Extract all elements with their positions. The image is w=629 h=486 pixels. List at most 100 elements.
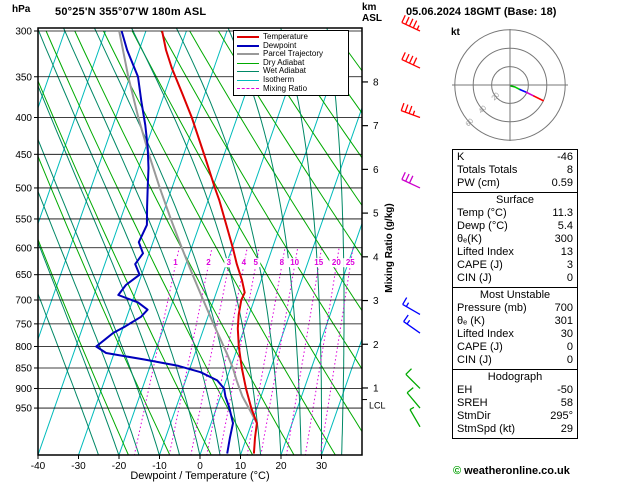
info-section-hodograph: Hodograph EH -50 SREH 58 StmDir 295° StmSpd (kt… [452, 369, 578, 439]
info-row-value: 0.59 [551, 177, 573, 189]
info-section-title: Surface [496, 194, 534, 206]
wind-barb [402, 297, 421, 316]
pressure-tick-label: 850 [15, 363, 32, 374]
mixing-ratio-label-chip [224, 258, 234, 268]
mixing-ratio-label: 20 [332, 258, 341, 267]
hodograph-ring-label: 40 [478, 105, 489, 116]
info-row: PW (cm) 0.59 [453, 177, 577, 190]
info-row-label: EH [457, 384, 473, 396]
mixing-ratio-line [206, 247, 248, 455]
wet-adiabat-line [227, 28, 302, 455]
temperature-curve [161, 30, 258, 454]
legend-item: Dry Adiabat [237, 58, 345, 68]
info-row-label: CIN (J) [457, 272, 492, 284]
info-row: Lifted Index 13 [453, 246, 577, 259]
info-row-value: 0 [566, 341, 573, 353]
wind-barb-column [400, 15, 421, 428]
mixing-ratio-label-chip [311, 258, 326, 268]
info-row-label: CAPE (J) [457, 259, 503, 271]
info-row-label: StmDir [457, 410, 491, 422]
km-tick-label: 1 [373, 383, 379, 394]
dewpoint-curve [95, 30, 234, 454]
mixing-ratio-label-chip [239, 258, 249, 268]
legend-item: Wet Adiabat [237, 67, 345, 76]
pressure-tick-label: 550 [15, 214, 32, 225]
mixing-ratio-line [168, 247, 213, 455]
legend-swatch-temperature [237, 36, 259, 39]
wet-adiabat-line [38, 138, 160, 455]
pressure-tick-label: 600 [15, 243, 32, 254]
mixing-ratio-line [285, 247, 323, 455]
pressure-axis: 300 350 400 450 500 550 600 650 700 750 800 850 900 9… [15, 26, 38, 415]
km-tick-label: 3 [373, 296, 379, 307]
info-row: Lifted Index 30 [453, 328, 577, 341]
info-section-title: Hodograph [487, 371, 543, 383]
x-axis-title: Dewpoint / Temperature (°C) [130, 470, 270, 482]
info-row-label: Pressure (mb) [457, 302, 527, 314]
dry-adiabat-line [189, 30, 362, 312]
mixing-ratio-label: 15 [314, 258, 323, 267]
mixing-ratio-label: 8 [280, 258, 285, 267]
info-row: θₑ(K) 300 [453, 233, 577, 246]
indices-panel: K -46 Totals Totals 8 PW (cm) 0.59 Surface Temp… [452, 149, 578, 439]
km-tick-label: 5 [373, 209, 379, 220]
info-row: Pressure (mb) 700 [453, 302, 577, 315]
legend-item: Parcel Trajectory [237, 50, 345, 59]
info-row-value: -46 [557, 151, 573, 163]
pressure-tick-label: 400 [15, 113, 32, 124]
km-tick-label: 4 [373, 252, 379, 263]
wet-adiabat-line [38, 28, 201, 455]
info-row: Totals Totals 8 [453, 164, 577, 177]
legend-swatch-parcel-trajectory [237, 53, 259, 56]
temp-tick-label: -10 [152, 461, 167, 472]
dry-adiabat-line [275, 30, 362, 159]
hodograph-unit-label: kt [451, 27, 460, 38]
wind-barb [409, 406, 421, 428]
km-tick-label: 2 [373, 340, 379, 351]
info-row-value: 11.3 [552, 207, 573, 219]
isotherm-line [38, 30, 187, 455]
info-row: CAPE (J) 3 [453, 259, 577, 272]
mixing-ratio-label: 3 [227, 258, 232, 267]
sounding-curves [95, 30, 258, 454]
mixing-ratio-label-chip [277, 258, 287, 268]
pressure-tick-label: 500 [15, 183, 32, 194]
info-row: θₑ (K) 301 [453, 315, 577, 328]
temp-tick-label: 10 [235, 461, 247, 472]
info-row-value: 0 [566, 354, 573, 366]
wind-barb [401, 52, 421, 69]
isotherm-line [239, 106, 362, 455]
pressure-tick-label: 900 [15, 384, 32, 395]
temperature-axis: -40 -30 -20 -10 0 10 20 30 [31, 455, 327, 472]
info-row-value: 30 [560, 328, 573, 340]
hodograph-trace-segment [533, 95, 544, 102]
hodograph-ring-label: 60 [465, 118, 476, 129]
legend-label: Temperature [263, 32, 308, 41]
info-section-surface: Surface Temp (°C) 11.3 Dewp (°C) 5.4 θₑ(K) 300… [452, 192, 578, 288]
mixing-ratio-label: 4 [242, 258, 247, 267]
info-section-title: Most Unstable [479, 289, 551, 301]
info-row-label: StmSpd (kt) [457, 423, 516, 435]
isotherm-line [38, 30, 66, 110]
legend-label: Dewpoint [263, 40, 297, 50]
mixing-ratio-label-chip [329, 258, 344, 268]
wet-adiabat-line [38, 190, 140, 455]
pressure-axis-unit: hPa [12, 4, 31, 15]
mixing-ratio-label-chip [170, 258, 180, 268]
pressure-tick-label: 950 [15, 404, 32, 415]
legend-item: Dewpoint [237, 40, 345, 51]
info-row-value: 295° [550, 410, 573, 422]
wet-adiabat-line [175, 28, 282, 455]
mixing-ratio-label: 5 [254, 258, 259, 267]
info-row-value: 300 [554, 233, 573, 245]
mixing-ratio-label: 25 [346, 258, 355, 267]
info-section-most-unstable: Most Unstable Pressure (mb) 700 θₑ (K) 301 Li… [452, 287, 578, 370]
copyright-icon: © [453, 465, 462, 477]
hodograph-ring-label: 20 [491, 92, 502, 103]
km-tick-label: 7 [373, 121, 379, 132]
info-row-value: 8 [566, 164, 573, 176]
wet-adiabat-line [361, 442, 362, 455]
wet-adiabat-line [38, 241, 120, 455]
